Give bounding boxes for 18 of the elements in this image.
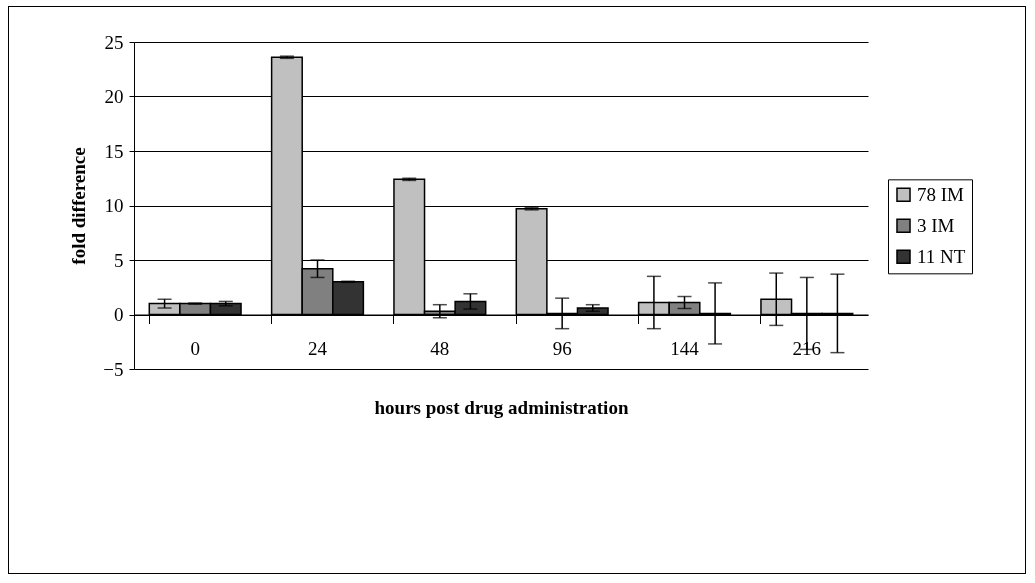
y-tick-label: 15	[104, 140, 124, 162]
y-tick-label: 20	[104, 86, 124, 107]
legend-label: 3 IM	[917, 214, 955, 236]
y-tick-label: 10	[104, 195, 124, 216]
y-tick-label: 5	[114, 249, 124, 271]
y-tick-label: 25	[104, 31, 124, 53]
x-axis-title: hours post drug administration	[374, 397, 629, 418]
x-tick-label: 48	[430, 338, 450, 359]
legend-label: 11 NT	[917, 245, 966, 267]
y-axis-title: fold difference	[68, 147, 90, 265]
legend-label: 78 IM	[917, 183, 965, 205]
y-tick-label: 0	[114, 304, 124, 325]
x-tick-label: 144	[670, 338, 700, 359]
y-tick-label: −5	[103, 358, 124, 380]
x-tick-label: 216	[792, 338, 822, 359]
x-tick-label: 96	[552, 338, 572, 359]
x-tick-label: 0	[190, 338, 200, 359]
x-tick-label: 24	[308, 338, 328, 359]
